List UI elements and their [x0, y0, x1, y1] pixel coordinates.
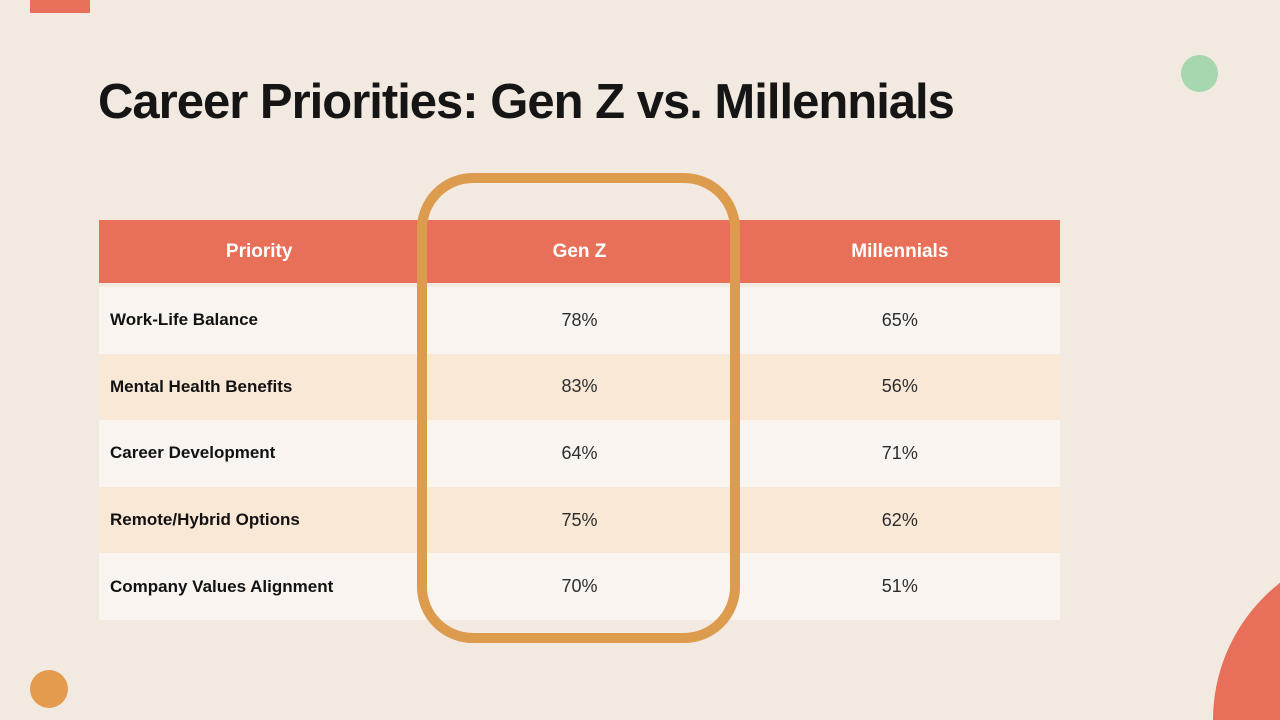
- millennials-value: 65%: [881, 309, 918, 330]
- table-header-row: Priority Gen Z Millennials: [99, 220, 1060, 283]
- millennials-value: 71%: [881, 442, 918, 463]
- priority-label: Mental Health Benefits: [110, 376, 293, 396]
- priority-label: Company Values Alignment: [110, 576, 334, 596]
- priority-label: Career Development: [110, 443, 276, 463]
- header-cell-genz: Gen Z: [552, 240, 607, 262]
- header-cell-millennials: Millennials: [851, 240, 949, 262]
- table-row: Work-Life Balance 78% 65%: [99, 287, 1060, 354]
- slide-title: Career Priorities: Gen Z vs. Millennials: [98, 75, 955, 129]
- coral-circle-decoration: [1213, 546, 1280, 720]
- millennials-value: 51%: [881, 576, 918, 597]
- millennials-value: 62%: [881, 509, 918, 530]
- table-row: Remote/Hybrid Options 75% 62%: [99, 486, 1060, 554]
- priority-label: Remote/Hybrid Options: [110, 510, 300, 530]
- table-row: Company Values Alignment 70% 51%: [99, 553, 1060, 620]
- genz-value: 83%: [561, 376, 598, 397]
- top-left-accent-bar: [30, 0, 90, 13]
- genz-value: 75%: [561, 509, 598, 530]
- millennials-value: 56%: [881, 376, 918, 397]
- comparison-table: Priority Gen Z Millennials Work-Life Bal…: [99, 220, 1060, 620]
- table-body: Work-Life Balance 78% 65% Mental Health …: [99, 287, 1060, 620]
- table-row: Career Development 64% 71%: [99, 420, 1060, 487]
- genz-value: 70%: [561, 576, 598, 597]
- genz-value: 78%: [561, 309, 598, 330]
- table-row: Mental Health Benefits 83% 56%: [99, 353, 1060, 421]
- green-circle-decoration: [1181, 55, 1218, 92]
- priority-label: Work-Life Balance: [110, 310, 259, 330]
- orange-circle-decoration: [30, 670, 68, 708]
- genz-value: 64%: [561, 442, 598, 463]
- header-cell-priority: Priority: [225, 240, 293, 262]
